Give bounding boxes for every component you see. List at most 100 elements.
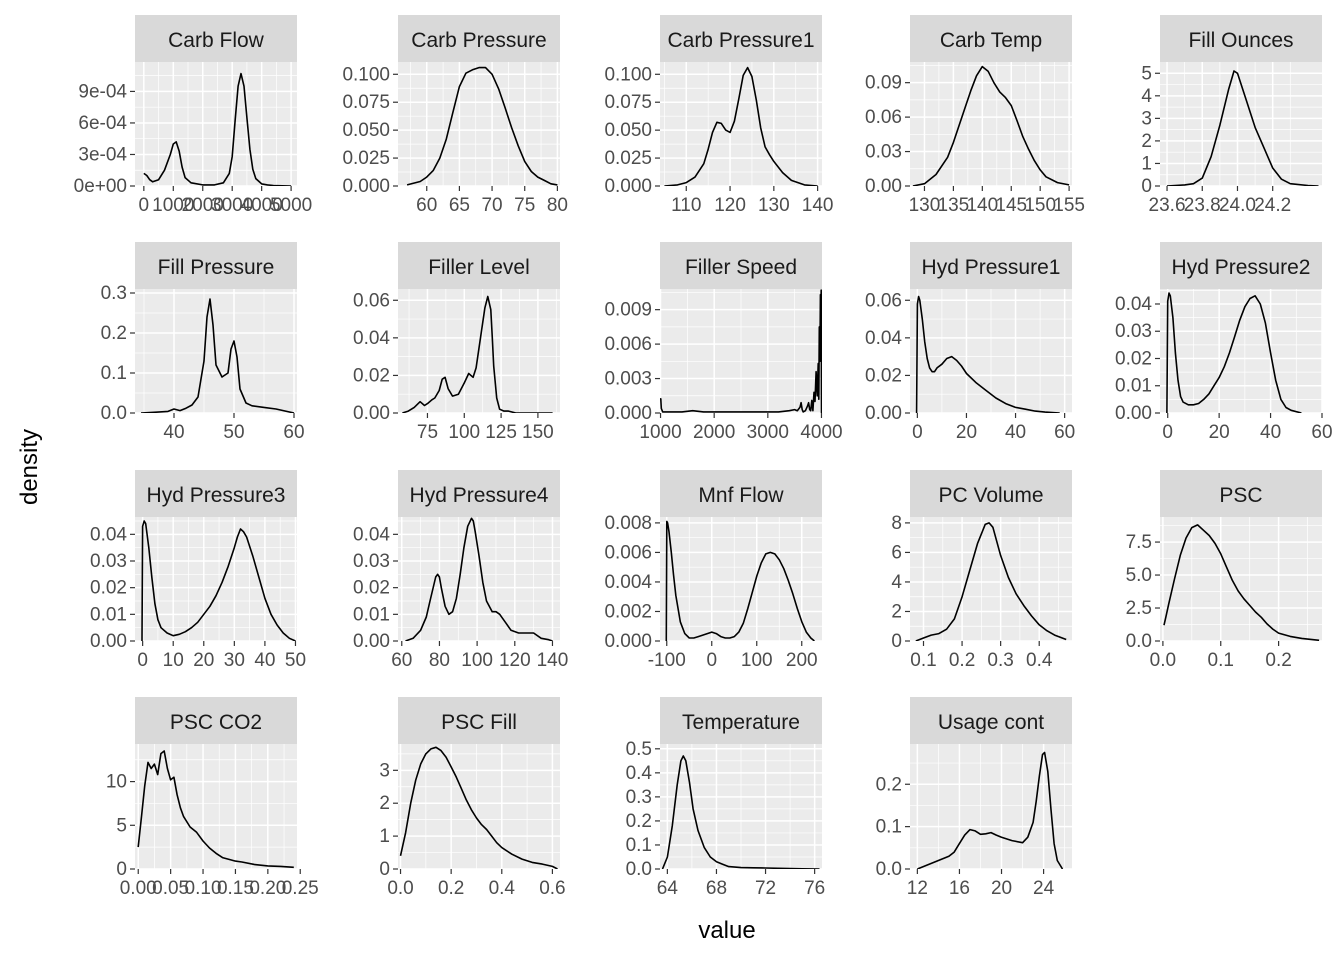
y-tick-label: 0.04 [353,524,390,545]
x-tick-label: 12 [907,878,928,899]
y-tick-label: 0.0 [626,859,652,880]
y-tick-label: 0.050 [604,120,652,141]
facet-strip [910,697,1072,744]
density-line [399,746,558,869]
y-tick-label: 0.03 [90,551,127,572]
x-tick-label: 76 [804,878,825,899]
x-tick-label: 110 [671,195,701,216]
y-tick-label: 0.006 [604,542,652,563]
y-tick-label: 0.075 [342,92,390,113]
y-tick-label: 0.00 [90,631,127,652]
facet-title: PSC Fill [441,711,517,734]
facet-panel: Hyd Pressure1 0 20 40 60 0.00 0.02 0.04 0.06 [865,242,1075,443]
y-tick-label: 0.1 [876,817,902,838]
x-tick-label: 0.20 [249,878,286,899]
x-tick-label: 0.25 [282,878,319,899]
facet-title: Carb Pressure1 [667,29,814,52]
x-tick-label: 0 [706,650,717,671]
facet-panel: Filler Speed 1000 2000 3000 4000 0.000 0.003 0.… [604,242,843,443]
x-tick-label: 150 [1024,195,1056,216]
gridlines [660,744,822,869]
y-tick-label: 0.01 [90,604,127,625]
x-tick-label: 60 [1054,422,1075,443]
facet-strip [660,15,822,62]
gridlines [660,289,822,413]
y-tick-label: 6 [891,542,902,563]
y-tick-label: 0.02 [353,365,390,386]
y-tick-label: 4 [891,572,902,593]
y-tick-label: 0.00 [353,631,390,652]
x-tick-label: 80 [429,650,450,671]
y-tick-label: 0.025 [342,148,390,169]
y-tick-label: 0.050 [342,120,390,141]
x-tick-label: 20 [1209,422,1230,443]
x-tick-label: 3000 [211,195,253,216]
x-tick-label: 100 [448,422,480,443]
gridlines [910,744,1072,869]
density-line [406,66,558,186]
x-tick-label: 72 [755,878,776,899]
facet-strip [1160,242,1322,289]
y-tick-label: 9e-04 [78,81,127,102]
y-tick-label: 0.03 [353,551,390,572]
x-tick-label: 16 [949,878,970,899]
x-tick-label: 40 [254,650,275,671]
x-tick-label: 70 [481,195,502,216]
y-tick-label: 3e-04 [78,144,127,165]
panel-background [135,517,297,641]
y-tick-label: 0.00 [865,403,902,424]
facet-strip [910,242,1072,289]
y-tick-label: 0.06 [353,290,390,311]
y-tick-label: 0.00 [1115,403,1152,424]
facet-panel: PSC 0.0 0.1 0.2 0.0 2.5 5.0 7.5 [1126,470,1322,671]
y-tick-label: 0 [891,631,902,652]
y-tick-label: 7.5 [1126,532,1152,553]
y-tick-label: 10 [106,772,127,793]
panel-background [910,744,1072,869]
gridlines [398,62,560,186]
x-tick-label: 75 [514,195,535,216]
y-tick-label: 0.008 [604,513,652,534]
panel-background [660,62,822,186]
facet-title: PC Volume [938,484,1043,507]
y-tick-label: 1 [1141,153,1152,174]
y-tick-label: 5.0 [1126,565,1152,586]
y-tick-label: 0.02 [353,578,390,599]
facet-strip [135,242,297,289]
y-tick-label: 0.03 [1115,321,1152,342]
x-tick-label: 125 [485,422,517,443]
x-tick-label: 140 [537,650,569,671]
facet-panel: Carb Pressure 60 65 70 75 80 0.000 0.025 0.050 0.… [342,15,568,216]
y-tick-label: 0.02 [865,365,902,386]
x-tick-label: 0.4 [1026,650,1053,671]
facet-title: Usage cont [938,711,1044,734]
panel-background [398,62,560,186]
x-tick-label: 80 [547,195,568,216]
y-tick-label: 0.3 [626,787,652,808]
y-tick-label: 0.2 [626,811,652,832]
x-tick-label: 40 [163,422,184,443]
x-tick-label: 0.1 [910,650,936,671]
x-tick-label: 0 [137,650,148,671]
facet-panel: Filler Level 75 100 125 150 0.00 0.02 0.04 0.06 [353,242,560,443]
y-tick-label: 0.4 [626,763,653,784]
y-tick-label: 2.5 [1126,598,1152,619]
y-tick-label: 1 [379,826,390,847]
y-tick-label: 0.000 [604,176,652,197]
facet-title: Carb Temp [940,29,1042,52]
facet-panel: Hyd Pressure2 0 20 40 60 0.00 0.01 0.02 0.03 0.04 [1115,242,1333,443]
x-tick-label: 60 [1311,422,1332,443]
y-tick-label: 0.02 [1115,348,1152,369]
x-tick-label: 30 [224,650,245,671]
x-tick-label: 140 [966,195,998,216]
gridlines [1160,517,1322,641]
density-line [661,755,820,869]
x-tick-label: 1000 [639,422,681,443]
density-line [1166,70,1319,186]
x-tick-label: 0.2 [438,878,464,899]
facet-strip [135,470,297,517]
facet-title: PSC [1219,484,1262,507]
x-tick-label: 0.00 [120,878,157,899]
facet-panel: Mnf Flow -100 0 100 200 0.000 0.002 0.004 0.006 0… [604,470,822,671]
